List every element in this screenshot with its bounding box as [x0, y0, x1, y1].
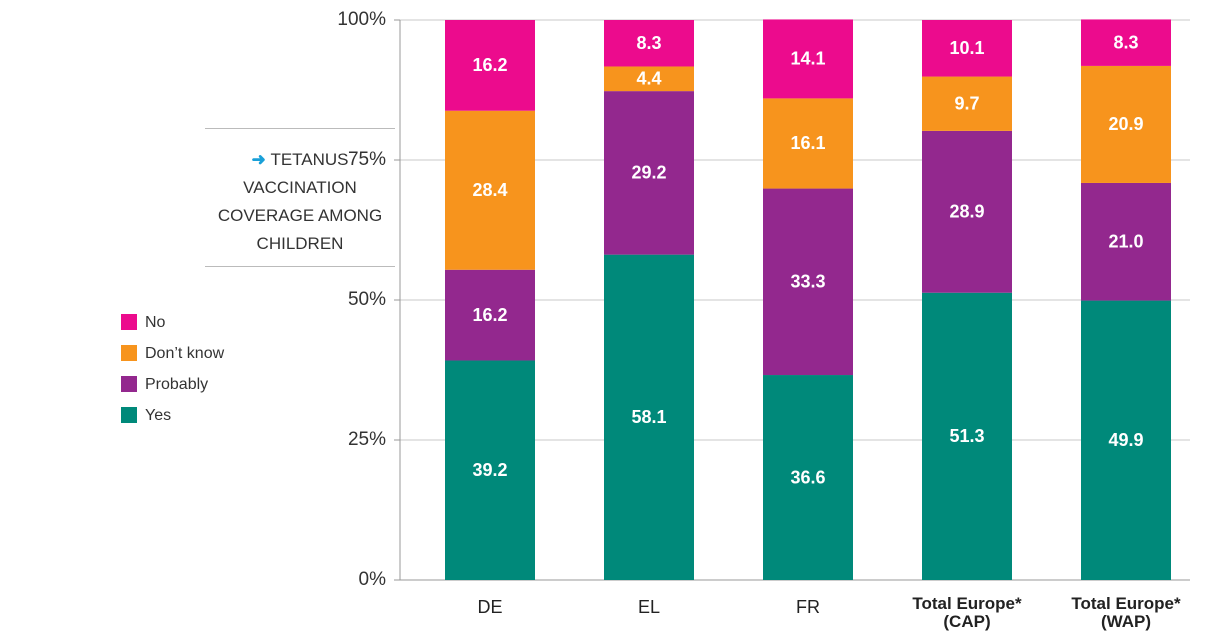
data-label: 33.3	[790, 272, 825, 292]
data-label: 51.3	[949, 426, 984, 446]
data-label: 36.6	[790, 467, 825, 487]
legend-label: Yes	[145, 407, 171, 424]
data-label: 8.3	[636, 33, 661, 53]
data-label: 16.2	[472, 55, 507, 75]
data-label: 21.0	[1108, 232, 1143, 252]
bar-segment	[1081, 182, 1171, 301]
data-label: 29.2	[631, 163, 666, 183]
legend-swatch	[121, 345, 137, 361]
bar-segment	[604, 66, 694, 92]
bar-segment	[1081, 300, 1171, 580]
data-label: 16.1	[790, 133, 825, 153]
y-tick-label: 50%	[348, 289, 386, 310]
bar-segment	[763, 98, 853, 189]
arrow-icon: ➜	[251, 150, 271, 169]
y-tick-label: 0%	[359, 569, 387, 590]
bar-segment	[445, 269, 535, 361]
data-label: 14.1	[790, 49, 825, 69]
data-label: 8.3	[1113, 32, 1138, 52]
bar-segment	[922, 20, 1012, 77]
data-label: 58.1	[631, 407, 666, 427]
data-label: 28.9	[949, 202, 984, 222]
data-label: 4.4	[636, 69, 661, 89]
legend-swatch	[121, 314, 137, 330]
data-label: 16.2	[472, 305, 507, 325]
x-tick-label: Total Europe* (CAP)	[912, 594, 1022, 631]
legend-label: Probably	[145, 376, 208, 393]
data-label: 20.9	[1108, 114, 1143, 134]
x-tick-label: DE	[477, 597, 503, 617]
y-tick-label: 100%	[337, 9, 386, 30]
y-tick-label: 75%	[348, 149, 386, 170]
data-label: 10.1	[949, 38, 984, 58]
divider	[205, 266, 395, 267]
bar-segment	[763, 188, 853, 376]
x-tick-label: FR	[796, 597, 820, 617]
bar-segment	[445, 360, 535, 580]
bar-segment	[922, 76, 1012, 131]
legend-swatch	[121, 376, 137, 392]
bar-segment	[763, 19, 853, 99]
bar-segment	[604, 91, 694, 255]
legend-swatch	[121, 407, 137, 423]
y-tick-label: 25%	[348, 429, 386, 450]
data-label: 39.2	[472, 460, 507, 480]
data-label: 28.4	[472, 180, 507, 200]
divider	[205, 128, 395, 129]
x-tick-label: Total Europe* (WAP)	[1071, 594, 1181, 631]
bar-segment	[445, 110, 535, 270]
bar-segment	[922, 130, 1012, 293]
legend-label: No	[145, 314, 166, 331]
x-tick-label: EL	[637, 597, 661, 617]
data-label: 9.7	[954, 93, 979, 113]
bar-segment	[1081, 19, 1171, 66]
legend-label: Don’t know	[145, 345, 225, 362]
data-label: 49.9	[1108, 430, 1143, 450]
bar-segment	[604, 20, 694, 67]
bar-segment	[604, 254, 694, 580]
bar-segment	[445, 20, 535, 111]
bar-segment	[922, 292, 1012, 580]
bar-segment	[763, 375, 853, 580]
chart-title-box: ➜ TETANUS VACCINATION COVERAGE AMONG CHI…	[205, 146, 395, 258]
bar-segment	[1081, 65, 1171, 183]
chart-title: TETANUS VACCINATION COVERAGE AMONG CHILD…	[217, 150, 383, 253]
